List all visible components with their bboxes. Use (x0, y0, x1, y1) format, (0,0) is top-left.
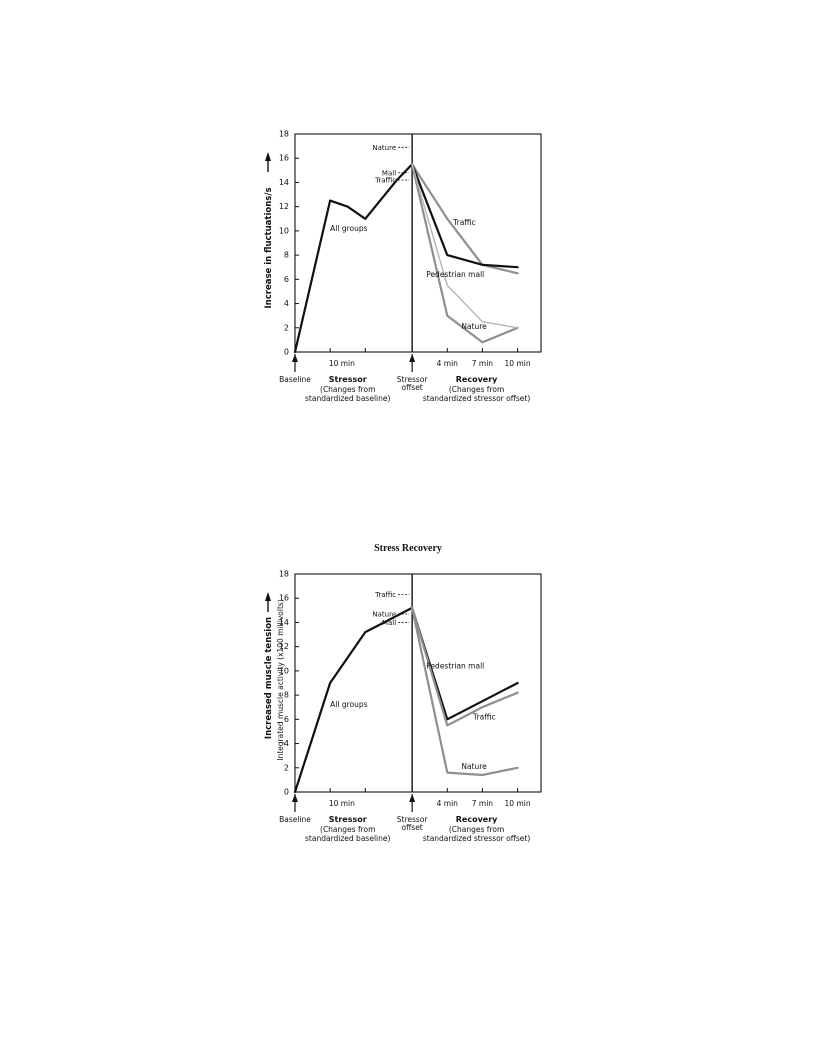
y-tick-label: 2 (284, 763, 289, 772)
plot-frame (294, 573, 542, 793)
stressor-offset-arrow-head (409, 794, 416, 802)
y-tick-label: 6 (284, 715, 289, 724)
y-tick-label: 16 (279, 594, 289, 603)
x-tick-label: 10 min (505, 799, 531, 808)
stressor-note: standardized baseline) (305, 394, 390, 403)
series-line-all-groups (293, 606, 414, 794)
stressor-note: (Changes from (320, 825, 375, 834)
y-axis-arrow-head (265, 152, 271, 161)
x-tick-label: 4 min (437, 359, 459, 368)
stressor-note: standardized baseline) (305, 834, 390, 843)
y-tick-label: 14 (279, 178, 289, 187)
plot-frame (294, 133, 542, 353)
series-annotation: All groups (330, 224, 367, 233)
stressor-offset-arrow-head (409, 354, 416, 362)
series-line-pedestrian-mall (411, 163, 519, 269)
stressor-offset-label: Stressor (397, 375, 429, 384)
series-line-nature (411, 606, 519, 777)
series-line-traffic (411, 163, 519, 275)
series-line-secondary (411, 163, 519, 329)
y-tick-label: 0 (284, 348, 289, 357)
x-tick-label: 7 min (472, 359, 494, 368)
stressor-label: Stressor (329, 375, 367, 384)
baseline-arrow-head (292, 354, 298, 362)
recovery-note: (Changes from (449, 385, 504, 394)
level-marker-label: Mall (382, 619, 396, 627)
series-annotation: Traffic (452, 218, 476, 227)
y-tick-label: 6 (284, 275, 289, 284)
y-tick-label: 16 (279, 154, 289, 163)
baseline-label: Baseline (279, 815, 311, 824)
level-marker-label: Nature (372, 610, 396, 618)
x-tick-label: 7 min (472, 799, 494, 808)
y-axis-arrow-head (265, 592, 271, 601)
y-axis-sublabel: Integrated muscle activity (x100 millivo… (276, 599, 285, 761)
x-tick-label: 10 min (329, 359, 355, 368)
series-annotation: Pedestrian mall (426, 661, 484, 670)
page-heading: Stress Recovery (374, 543, 442, 554)
y-axis-label: Increase in fluctuations/s (264, 188, 274, 309)
level-marker-label: Nature (372, 144, 396, 152)
recovery-label: Recovery (456, 815, 498, 824)
y-tick-label: 4 (284, 739, 289, 748)
y-tick-label: 0 (284, 788, 289, 797)
series-line-all-groups (293, 163, 414, 354)
y-tick-label: 18 (279, 570, 289, 579)
level-marker-label: Traffic (374, 591, 396, 599)
series-annotation: Traffic (472, 712, 496, 721)
y-tick-label: 8 (284, 251, 289, 260)
stressor-note: (Changes from (320, 385, 375, 394)
recovery-note: standardized stressor offset) (423, 834, 531, 843)
y-axis-label: Increased muscle tension (264, 617, 274, 739)
series-annotation: All groups (330, 700, 367, 709)
chart-fluctuations: 0 2 4 6 8 10 12 14 16 18 Increase in fluctuations/… (264, 130, 542, 403)
y-tick-label: 12 (279, 202, 289, 211)
level-marker-label: Traffic (374, 177, 396, 185)
y-tick-label: 2 (284, 323, 289, 332)
series-line-traffic (411, 606, 519, 727)
series-annotation: Nature (461, 322, 487, 331)
baseline-label: Baseline (279, 375, 311, 384)
series-annotation: Nature (461, 762, 487, 771)
y-tick-label: 18 (279, 130, 289, 139)
series-line-nature (411, 163, 519, 344)
y-tick-label: 10 (279, 226, 289, 235)
y-tick-label: 14 (279, 618, 289, 627)
stressor-offset-label: offset (402, 383, 423, 392)
x-tick-label: 10 min (329, 799, 355, 808)
stressor-label: Stressor (329, 815, 367, 824)
stressor-offset-label: offset (402, 823, 423, 832)
recovery-label: Recovery (456, 375, 498, 384)
series-annotation: Pedestrian mall (426, 270, 484, 279)
recovery-note: (Changes from (449, 825, 504, 834)
y-tick-label: 8 (284, 691, 289, 700)
x-tick-label: 4 min (437, 799, 459, 808)
y-tick-label: 10 (279, 666, 289, 675)
stressor-offset-label: Stressor (397, 815, 429, 824)
y-tick-label: 4 (284, 299, 289, 308)
baseline-arrow-head (292, 794, 298, 802)
x-tick-label: 10 min (505, 359, 531, 368)
recovery-note: standardized stressor offset) (423, 394, 531, 403)
level-marker-label: Mall (382, 169, 396, 177)
chart-muscle-tension: 0 2 4 6 8 10 12 14 16 18 Increased muscle tension I… (264, 570, 542, 843)
y-tick-label: 12 (279, 642, 289, 651)
